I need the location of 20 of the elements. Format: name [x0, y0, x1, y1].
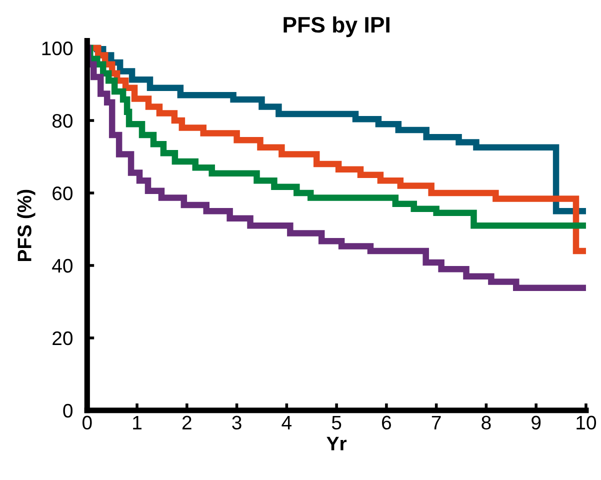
x-tick-label: 9 [532, 416, 541, 430]
x-axis-title: Yr [326, 436, 347, 450]
y-axis-title: PFS (%) [17, 190, 36, 262]
y-tick-label: 60 [52, 186, 72, 200]
y-tick-label: 0 [63, 404, 72, 418]
x-tick-label: 8 [482, 416, 491, 430]
x-tick-label: 5 [332, 416, 342, 430]
chart-title: PFS by IPI [284, 16, 390, 38]
x-tick-label: 2 [182, 416, 192, 430]
y-tick-label: 40 [52, 258, 72, 273]
y-tick-label: 20 [52, 331, 72, 346]
x-tick-label: 7 [432, 416, 441, 430]
x-tick-label: 0 [82, 416, 92, 430]
x-tick-label: 3 [232, 416, 242, 430]
y-tick-label: 100 [42, 42, 72, 56]
x-tick-label: 1 [133, 416, 142, 430]
x-tick-label: 6 [382, 416, 391, 430]
y-tick-label: 80 [52, 114, 72, 128]
x-tick-label: 4 [282, 416, 292, 430]
x-tick-label: 10 [576, 416, 596, 430]
